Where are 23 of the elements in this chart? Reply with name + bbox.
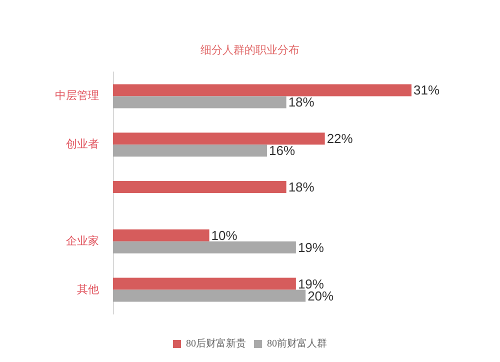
y-tick-label: 创业者 [66, 138, 99, 151]
bar [113, 278, 296, 290]
data-label: 19% [298, 240, 324, 255]
legend-label: 80前财富人群 [267, 338, 327, 350]
bar [113, 241, 296, 254]
bar [113, 229, 210, 242]
bar [113, 181, 286, 193]
data-label: 22% [326, 131, 354, 146]
bar [113, 132, 325, 145]
legend-label: 80后财富新贵 [186, 338, 246, 350]
y-tick-label: 中层管理 [55, 89, 99, 102]
bar [113, 96, 286, 108]
chart-title: 细分人群的职业分布 [200, 44, 300, 56]
data-label: 18% [288, 94, 315, 110]
bar [113, 84, 412, 96]
data-label: 18% [288, 180, 315, 194]
bar [113, 144, 268, 157]
y-tick-label: 企业家 [66, 234, 99, 248]
data-label: 10% [211, 228, 238, 243]
data-label: 16% [269, 143, 296, 158]
y-tick-label: 其他 [77, 282, 99, 296]
bar [113, 290, 306, 302]
data-label: 31% [413, 82, 440, 98]
